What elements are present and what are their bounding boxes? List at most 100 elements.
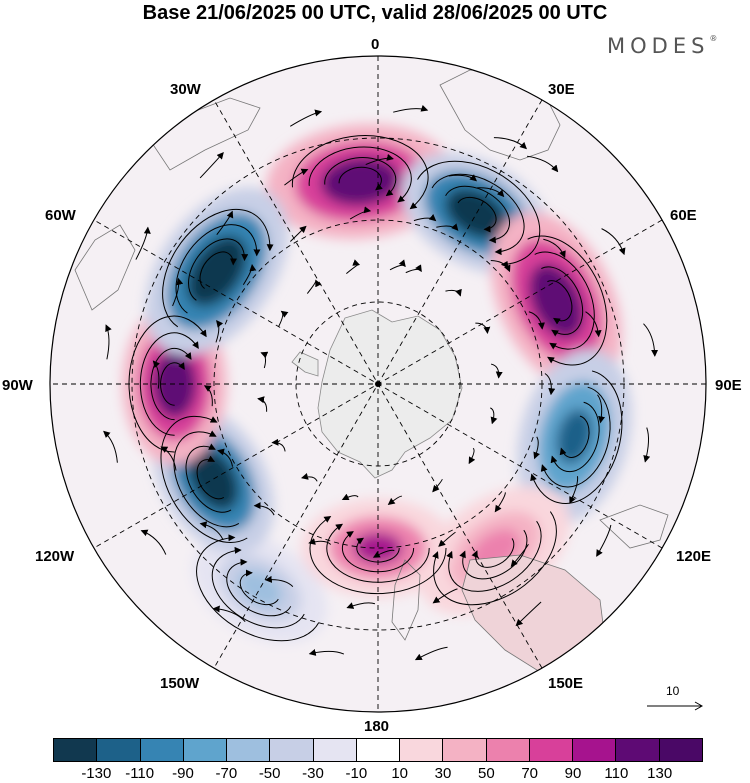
flow-arrow [278,310,289,327]
flow-arrow [569,476,579,504]
lon-label-150e: 150E [548,675,584,692]
colorbar-swatch [227,739,271,761]
colorbar-swatch [486,739,530,761]
flow-arrow [346,259,361,275]
lon-label-60w: 60W [45,207,76,224]
flow-arrow [203,385,213,407]
flow-arrow [413,214,437,222]
flow-arrow [448,174,478,182]
flow-arrow [215,319,224,343]
colorbar-swatch [270,739,314,761]
continent-outlines [74,69,669,673]
flow-arrow [477,187,505,198]
flow-arrow [260,351,269,369]
colorbar-tick-label: 130 [647,765,673,782]
flow-arrow [301,472,318,482]
flow-arrow [216,210,234,235]
flow-arrow [257,396,268,412]
flow-arrow [389,259,406,271]
reference-arrow-icon [647,701,704,711]
antarctica-landmass [291,309,463,479]
flow-arrow [103,430,118,463]
flow-arrow [199,152,224,179]
colorbar-tick-label: -130 [81,765,112,782]
flow-arrow [510,543,529,567]
anomaly-center [192,534,328,644]
lon-label-180: 180 [364,718,390,735]
flow-arrow [468,447,476,465]
flow-arrow [290,109,323,127]
modes-logo: MODES® [607,34,717,58]
flow-arrow [544,373,556,396]
colorbar-swatch [140,739,184,761]
flow-arrow [284,168,309,186]
colorbar-tick-label: -90 [172,765,194,782]
colorbar-swatch [54,739,98,761]
circulation-streamlines [160,415,248,543]
flow-arrow [393,104,429,113]
circulation-streamlines [432,511,557,606]
flow-arrow [105,324,112,360]
colorbar-swatch [356,739,401,761]
flow-arrow [140,529,167,555]
colorbar-ticks: -130 -110 -90 -70 -50 -30 -10 10 30 50 70 90 110 130 [0,765,750,783]
brand-text: MODES [607,34,710,58]
colorbar-swatch [313,739,357,761]
circulation-streamlines [291,135,429,210]
flow-arrow [346,602,376,609]
flow-arrow [432,588,458,604]
colorbar-tick-label: 90 [564,765,582,782]
flow-arrow [533,436,540,460]
flow-arrow [349,206,372,220]
circulation-streamlines [527,235,608,366]
map-title: Base 21/06/2025 00 UTC, valid 28/06/2025… [142,2,608,24]
circulation-streamlines [530,370,623,504]
lon-label-60e: 60E [670,207,697,224]
flow-arrow [494,492,506,513]
colorbar-swatch [529,739,574,761]
flow-arrow [596,524,612,557]
colorbar [53,738,703,762]
flow-arrow [436,223,459,231]
flow-arrow [341,493,359,501]
colorbar-tick-label: 30 [434,765,452,782]
anomaly-center [145,187,289,355]
colorbar-tick-label: -30 [302,765,324,782]
colorbar-swatch [659,739,702,761]
flow-arrow [308,538,332,545]
flow-arrow [135,226,151,260]
flow-arrow [493,137,527,150]
flow-arrow [490,363,503,379]
circulation-streamlines [128,315,207,453]
flow-arrow [217,448,234,467]
flow-arrow [528,311,545,330]
flow-arrow [264,575,294,587]
circulation-streamlines [417,160,541,268]
flow-arrow [432,479,443,493]
lon-label-0: 0 [371,36,380,53]
flow-arrow [597,394,606,424]
reference-vector-label: 10 [666,684,680,698]
flow-arrow [212,605,246,622]
flow-arrow [365,153,394,166]
flow-arrow [172,277,184,307]
flow-arrow [527,155,559,173]
lon-label-150w: 150W [160,675,200,692]
flow-arrow [438,531,456,547]
wind-streamlines [103,104,659,661]
flow-arrow [387,495,403,505]
flow-arrow [199,521,224,541]
colorbar-swatch [400,739,444,761]
flow-arrow [643,427,651,463]
flow-arrow [585,311,602,338]
map-boundary [49,55,707,713]
lon-label-120e: 120E [676,548,712,565]
flow-arrow [405,264,422,274]
lon-label-120w: 120W [35,548,75,565]
colorbar-swatch [573,739,617,761]
colorbar-tick-label: 110 [604,765,629,782]
flow-arrow [490,259,511,273]
flow-arrow [490,407,498,425]
colorbar-tick-label: -110 [125,765,155,782]
